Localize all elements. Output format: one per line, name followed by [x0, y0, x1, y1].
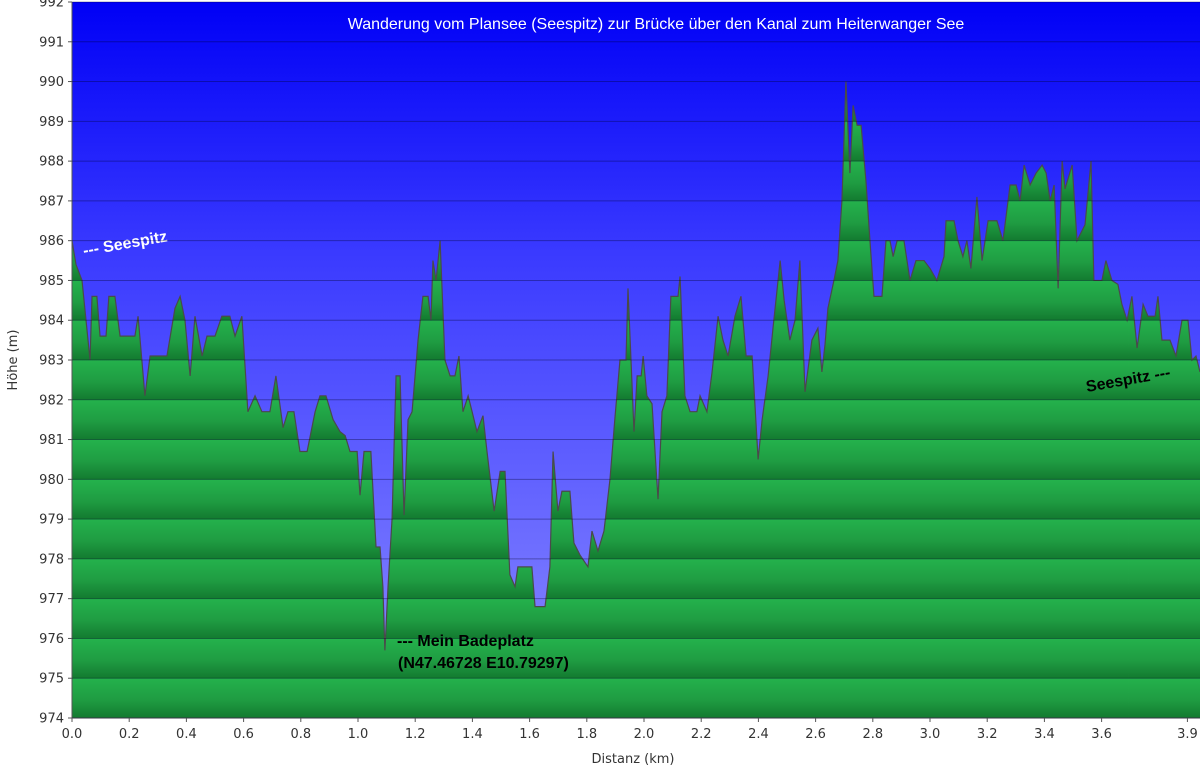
x-tick-label: 1.2	[405, 727, 426, 742]
annotation: --- Mein Badeplatz	[397, 633, 534, 650]
y-tick-label: 992	[39, 0, 64, 11]
y-tick-label: 985	[39, 274, 64, 289]
y-tick-label: 974	[39, 712, 64, 727]
x-tick-label: 1.8	[576, 727, 597, 742]
y-tick-label: 977	[39, 592, 64, 607]
x-tick-label: 3.2	[977, 727, 998, 742]
y-tick-label: 989	[39, 115, 64, 130]
x-tick-label: 0.8	[290, 727, 311, 742]
x-tick-label: 3.4	[1034, 727, 1055, 742]
x-tick-label: 0.6	[233, 727, 254, 742]
y-axis-label: Höhe (m)	[6, 330, 21, 391]
x-tick-label: 0.2	[119, 727, 140, 742]
y-tick-label: 981	[39, 433, 64, 448]
y-tick-label: 984	[39, 314, 64, 329]
y-tick-label: 979	[39, 513, 64, 528]
y-tick-label: 978	[39, 552, 64, 567]
y-tick-label: 986	[39, 234, 64, 249]
y-tick-label: 982	[39, 393, 64, 408]
x-tick-label: 3.6	[1091, 727, 1112, 742]
x-tick-label: 2.2	[691, 727, 712, 742]
x-axis-label: Distanz (km)	[592, 752, 675, 766]
y-tick-label: 975	[39, 672, 64, 687]
x-tick-label: 2.8	[862, 727, 883, 742]
y-tick-label: 980	[39, 473, 64, 488]
y-tick-label: 990	[39, 75, 64, 90]
y-tick-label: 976	[39, 632, 64, 647]
x-tick-label: 0.4	[176, 727, 197, 742]
x-tick-label: 1.6	[519, 727, 540, 742]
x-tick-label: 3.9	[1177, 727, 1198, 742]
x-tick-label: 0.0	[62, 727, 83, 742]
y-tick-label: 988	[39, 155, 64, 170]
y-tick-label: 991	[39, 35, 64, 50]
x-tick-label: 1.0	[348, 727, 369, 742]
x-tick-label: 1.4	[462, 727, 483, 742]
plot	[71, 81, 1200, 718]
x-tick-label: 2.6	[805, 727, 826, 742]
line	[71, 81, 1200, 651]
annotation: (N47.46728 E10.79297)	[398, 655, 569, 672]
x-tick-label: 2.4	[748, 727, 769, 742]
chart-title: Wanderung vom Plansee (Seespitz) zur Brü…	[348, 16, 965, 33]
y-tick-label: 987	[39, 194, 64, 209]
x-tick-label: 2.0	[634, 727, 655, 742]
x-tick-label: 3.0	[920, 727, 941, 742]
y-tick-label: 983	[39, 354, 64, 369]
